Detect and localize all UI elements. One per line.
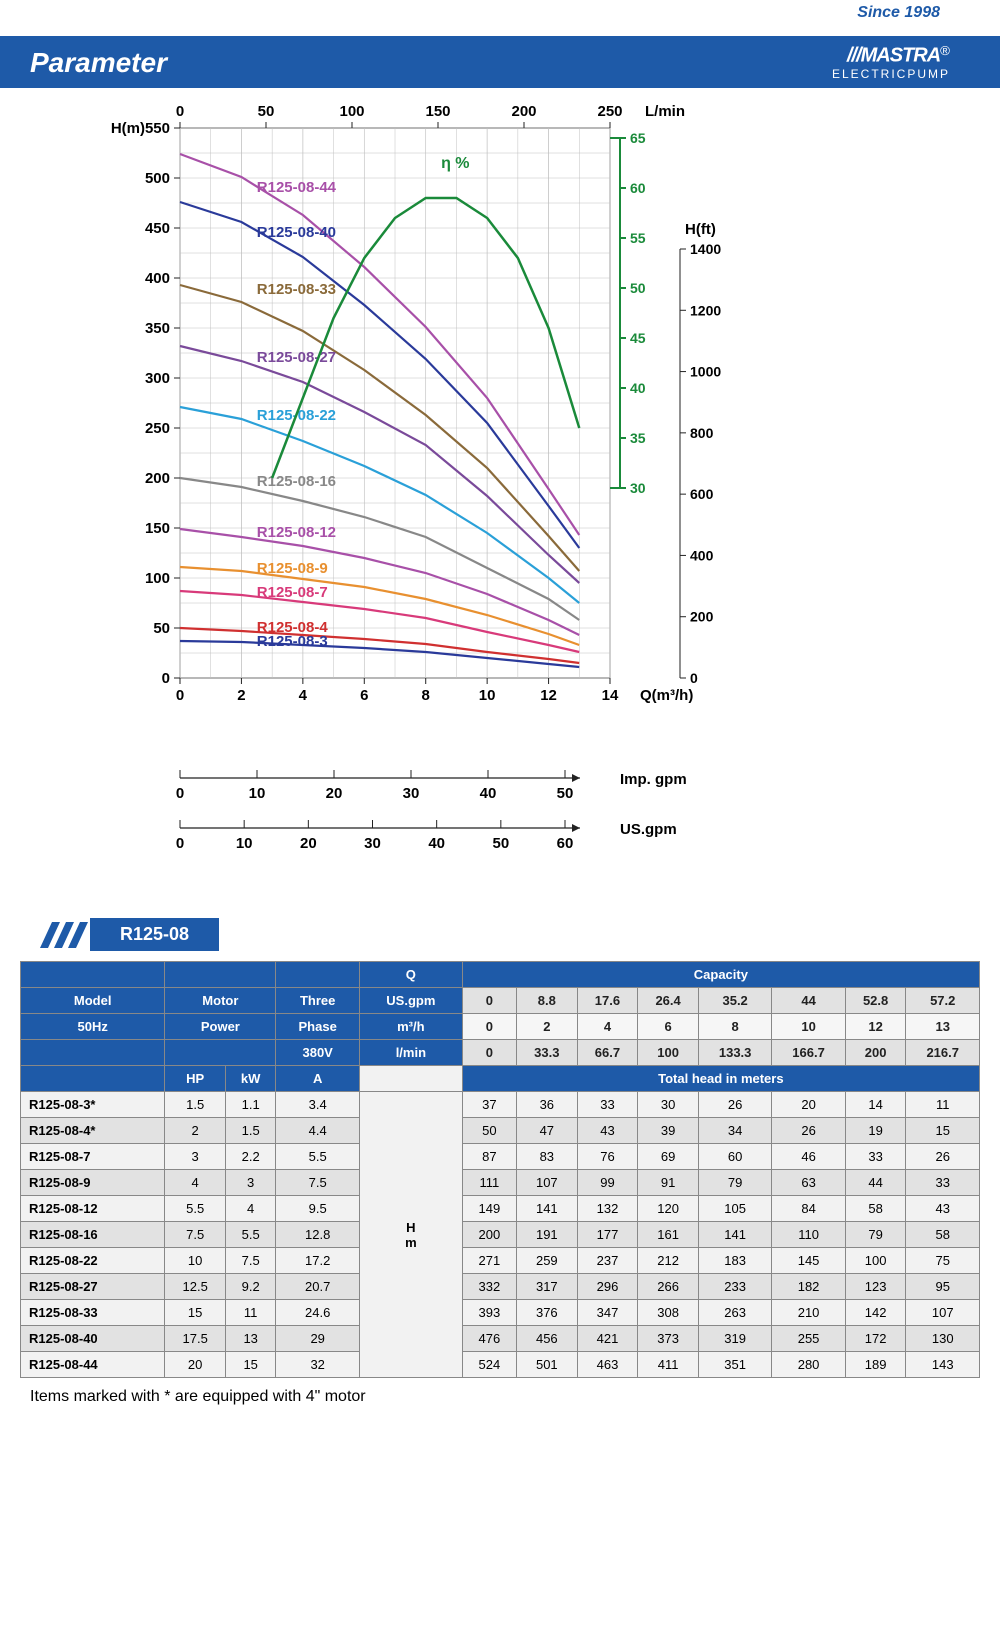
svg-text:550: 550	[145, 120, 170, 137]
logo-r: ®	[940, 43, 950, 58]
svg-text:60: 60	[630, 180, 646, 196]
svg-text:300: 300	[145, 370, 170, 387]
svg-text:50: 50	[630, 280, 646, 296]
svg-text:20: 20	[326, 785, 343, 802]
svg-text:0: 0	[176, 835, 184, 852]
since-line: Since 1998	[0, 0, 1000, 26]
svg-text:R125-08-3: R125-08-3	[257, 633, 328, 650]
svg-text:55: 55	[630, 230, 646, 246]
svg-text:40: 40	[428, 835, 445, 852]
page-title: Parameter	[30, 47, 167, 79]
svg-text:8: 8	[422, 687, 430, 704]
svg-text:45: 45	[630, 330, 646, 346]
svg-text:R125-08-12: R125-08-12	[257, 524, 336, 541]
svg-text:150: 150	[425, 103, 450, 120]
svg-text:L/min: L/min	[645, 103, 685, 120]
svg-text:R125-08-9: R125-08-9	[257, 560, 328, 577]
svg-text:0: 0	[176, 785, 184, 802]
svg-text:R125-08-44: R125-08-44	[257, 179, 337, 196]
svg-text:R125-08-7: R125-08-7	[257, 584, 328, 601]
brand-logo: ///MASTRA® ELECTRICPUMP	[832, 44, 950, 81]
svg-text:H(m): H(m)	[111, 120, 145, 137]
svg-text:R125-08-27: R125-08-27	[257, 349, 336, 366]
svg-text:60: 60	[557, 835, 574, 852]
svg-text:400: 400	[145, 270, 170, 287]
svg-text:0: 0	[176, 687, 184, 704]
svg-text:40: 40	[480, 785, 497, 802]
svg-text:65: 65	[630, 130, 646, 146]
svg-text:10: 10	[249, 785, 266, 802]
svg-text:14: 14	[602, 687, 619, 704]
section-header: R125-08	[30, 918, 1000, 951]
svg-text:0: 0	[162, 670, 170, 687]
model-badge: R125-08	[90, 918, 219, 951]
svg-text:H(ft): H(ft)	[685, 221, 716, 238]
top-rule	[0, 36, 1000, 38]
svg-text:2: 2	[237, 687, 245, 704]
svg-text:50: 50	[258, 103, 275, 120]
svg-text:10: 10	[236, 835, 253, 852]
svg-text:6: 6	[360, 687, 368, 704]
svg-text:250: 250	[145, 420, 170, 437]
svg-text:1000: 1000	[690, 364, 721, 380]
svg-text:Q(m³/h): Q(m³/h)	[640, 687, 693, 704]
svg-text:Imp. gpm: Imp. gpm	[620, 771, 687, 788]
footnote: Items marked with * are equipped with 4"…	[30, 1388, 1000, 1406]
svg-text:350: 350	[145, 320, 170, 337]
svg-text:R125-08-33: R125-08-33	[257, 281, 336, 298]
svg-text:200: 200	[511, 103, 536, 120]
svg-text:12: 12	[540, 687, 557, 704]
svg-text:30: 30	[630, 480, 646, 496]
svg-text:R125-08-16: R125-08-16	[257, 473, 336, 490]
svg-text:4: 4	[299, 687, 308, 704]
svg-text:0: 0	[690, 670, 698, 686]
svg-text:10: 10	[479, 687, 496, 704]
svg-text:30: 30	[364, 835, 381, 852]
pump-chart: 050100150200250L/min05010015020025030035…	[0, 88, 1000, 898]
spec-table: QCapacityModelMotorThreeUS.gpm08.817.626…	[20, 961, 980, 1378]
svg-text:η %: η %	[441, 155, 469, 172]
svg-text:200: 200	[145, 470, 170, 487]
svg-text:R125-08-40: R125-08-40	[257, 224, 336, 241]
svg-text:1200: 1200	[690, 302, 721, 318]
logo-main: ///MASTRA	[847, 45, 940, 67]
svg-text:250: 250	[597, 103, 622, 120]
svg-text:100: 100	[339, 103, 364, 120]
svg-text:35: 35	[630, 430, 646, 446]
svg-text:0: 0	[176, 103, 184, 120]
svg-text:40: 40	[630, 380, 646, 396]
svg-text:50: 50	[492, 835, 509, 852]
svg-text:20: 20	[300, 835, 317, 852]
svg-text:800: 800	[690, 425, 714, 441]
svg-text:600: 600	[690, 486, 714, 502]
svg-text:30: 30	[403, 785, 420, 802]
stripes-icon	[30, 920, 90, 950]
chart-svg: 050100150200250L/min05010015020025030035…	[0, 88, 1000, 898]
svg-text:100: 100	[145, 570, 170, 587]
svg-text:1400: 1400	[690, 241, 721, 257]
header-bar: Parameter ///MASTRA® ELECTRICPUMP	[0, 38, 1000, 88]
svg-text:500: 500	[145, 170, 170, 187]
logo-sub: ELECTRICPUMP	[832, 67, 950, 81]
svg-text:US.gpm: US.gpm	[620, 821, 677, 838]
svg-text:400: 400	[690, 547, 714, 563]
svg-text:150: 150	[145, 520, 170, 537]
svg-text:50: 50	[557, 785, 574, 802]
svg-text:50: 50	[153, 620, 170, 637]
svg-text:200: 200	[690, 609, 714, 625]
svg-text:450: 450	[145, 220, 170, 237]
